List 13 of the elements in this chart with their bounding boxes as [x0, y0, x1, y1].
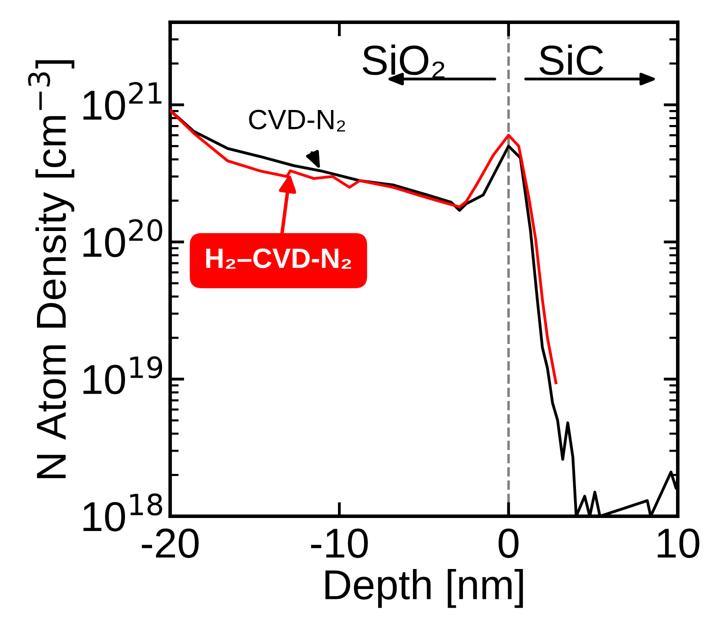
legend-label: H₂–CVD-N₂	[206, 248, 352, 269]
series-label: CVD-N₂	[249, 110, 346, 132]
y-axis-title: N Atom Density [cm$^{−3}$]	[28, 60, 74, 478]
x-tick-label: -20	[142, 528, 199, 558]
x-tick-label: 10	[658, 528, 700, 558]
x-tick-label: -10	[311, 528, 368, 558]
annotation: SiO₂	[362, 44, 444, 78]
y-tick-label: 10$^{19}$	[83, 356, 162, 394]
y-tick-label: 10$^{20}$	[83, 219, 162, 258]
annotation: SiC	[539, 44, 604, 76]
x-axis-title: Depth [nm]	[325, 568, 523, 608]
x-tick-label: 0	[498, 528, 519, 558]
y-tick-label: 10$^{21}$	[83, 82, 162, 120]
